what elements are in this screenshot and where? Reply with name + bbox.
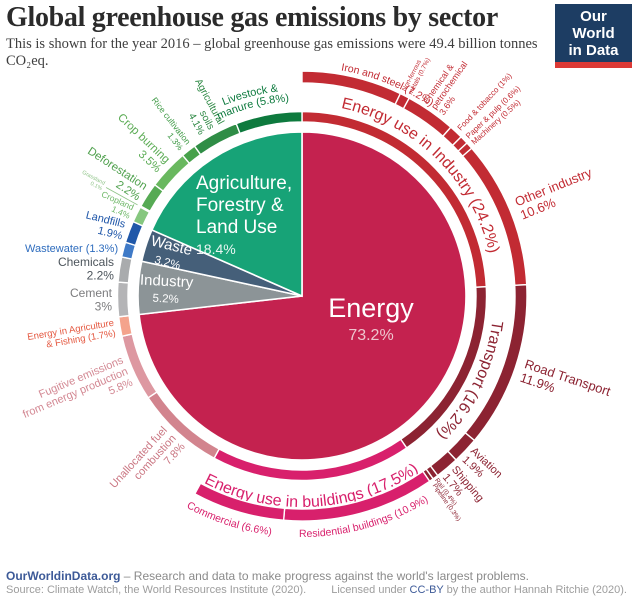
energy-in-agriculture-fishing-middle-segment[interactable]	[117, 314, 134, 338]
cement-middle-segment[interactable]	[116, 281, 130, 318]
afolu-slice-label: Agriculture, Forestry & Land Use 18.4%	[196, 173, 292, 257]
road-transport-label: Road Transport11.9%	[518, 356, 613, 412]
cc-by-link[interactable]: CC-BY	[409, 584, 444, 596]
agriculture-forestry-land-use-slice[interactable]	[150, 131, 303, 298]
cement-label: Cement 3%	[70, 286, 113, 313]
grassland-label: Grassland0.1%	[78, 170, 106, 192]
owid-site-link[interactable]: OurWorldinData.org	[6, 569, 121, 583]
source-note: Source: Climate Watch, the World Resourc…	[6, 584, 307, 596]
other-industry-outer-segment[interactable]	[461, 147, 528, 287]
other-industry-label: Other industry10.6%	[513, 165, 600, 223]
energy-slice-value: 73.2%	[348, 327, 393, 344]
unallocated-fuel-combustion-label: Unallocated fuelcombustion7.8%	[108, 424, 188, 507]
livestock-manure-middle-segment[interactable]	[235, 110, 303, 135]
energy-slice-label: Energy	[328, 293, 414, 323]
chart-footer: OurWorldinData.org – Research and data t…	[6, 569, 627, 596]
fugitive-emissions-label: Fugitive emissionsfrom energy production…	[16, 354, 135, 432]
owid-logo[interactable]: Our World in Data	[555, 4, 632, 68]
chart-subtitle: This is shown for the year 2016 – global…	[6, 36, 538, 69]
footer-tagline: OurWorldinData.org – Research and data t…	[6, 569, 529, 583]
owid-logo-text: Our World in Data	[555, 4, 632, 62]
license-note: Licensed under CC-BY by the author Hanna…	[331, 584, 627, 596]
footer-source-license: Source: Climate Watch, the World Resourc…	[6, 584, 627, 596]
industry-slice-label: Industry5.2%	[139, 272, 194, 307]
grassland-leader-line	[105, 187, 138, 206]
chemicals-label: Chemicals 2.2%	[58, 255, 114, 282]
wastewater-label: Wastewater (1.3%)	[25, 243, 118, 255]
owid-logo-red-bar	[555, 62, 632, 68]
energy-in-agriculture-fishing-label: Energy in Agriculture& Fishing (1.7%)	[27, 318, 117, 354]
page-title: Global greenhouse gas emissions by secto…	[6, 2, 498, 33]
chemicals-middle-segment[interactable]	[117, 256, 133, 284]
commercial-outer-segment[interactable]	[193, 482, 286, 522]
chart-header: Global greenhouse gas emissions by secto…	[6, 2, 549, 70]
